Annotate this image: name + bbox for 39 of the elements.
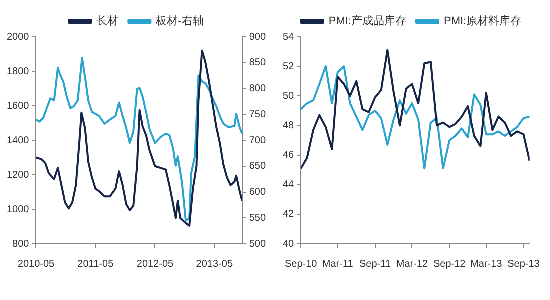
x-tick-label: Mar-11 (322, 258, 354, 270)
y-tick-label: 40 (283, 238, 295, 250)
y-tick-label: 46 (283, 150, 295, 162)
x-tick-label: 2010-05 (18, 258, 56, 270)
y-tick-label: 800 (12, 238, 30, 250)
y-tick-label: 1200 (6, 170, 30, 181)
x-tick-label: Sep-12 (433, 258, 466, 270)
legend-label: 长材 (96, 14, 119, 28)
y-tick-label: 42 (283, 209, 295, 220)
y2-tick-label: 650 (249, 161, 266, 172)
y-tick-label: 48 (283, 120, 295, 132)
y-tick-label: 2000 (6, 32, 30, 43)
y-tick-label: 1800 (6, 66, 30, 78)
y2-tick-label: 750 (249, 109, 266, 120)
y-tick-label: 1000 (6, 204, 30, 216)
y2-tick-label: 600 (249, 187, 266, 198)
legend-label: PMI:产成品库存 (328, 14, 407, 28)
y-tick-label: 52 (283, 61, 295, 72)
x-tick-label: Sep-10 (285, 258, 318, 270)
y-tick-label: 1400 (6, 135, 30, 146)
y2-tick-label: 550 (249, 212, 266, 224)
x-tick-label: 2013-05 (196, 258, 234, 270)
x-tick-label: Mar-13 (470, 258, 503, 270)
x-tick-label: Sep-13 (508, 258, 540, 270)
y-tick-label: 50 (283, 90, 295, 102)
y2-tick-label: 500 (249, 238, 266, 250)
y-tick-label: 54 (283, 32, 295, 43)
legend-label: 板材-右轴 (155, 14, 204, 28)
x-tick-label: 2011-05 (78, 258, 114, 270)
y-tick-label: 1600 (6, 100, 30, 112)
y2-tick-label: 700 (249, 135, 266, 146)
y2-tick-label: 800 (249, 84, 266, 94)
x-tick-label: Sep-11 (360, 258, 392, 270)
y2-tick-label: 900 (249, 32, 266, 43)
x-tick-label: Mar-12 (396, 258, 428, 270)
legend-label: PMI:原材料库存 (444, 14, 522, 28)
x-tick-label: 2012-05 (136, 258, 174, 270)
y2-tick-label: 850 (249, 58, 266, 69)
y-tick-label: 44 (283, 180, 295, 191)
